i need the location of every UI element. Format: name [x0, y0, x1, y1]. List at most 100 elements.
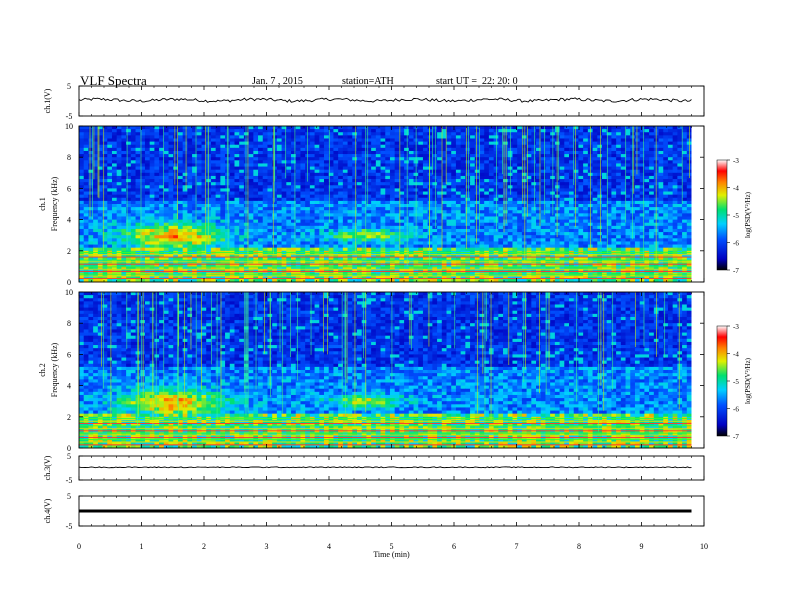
spectrogram-cell	[79, 144, 85, 149]
spectrogram-cell	[356, 216, 363, 220]
spectrogram-cell	[248, 126, 254, 130]
spectrogram-cell	[526, 182, 532, 186]
spectrogram-cell	[272, 219, 278, 224]
spectrogram-cell	[168, 225, 174, 230]
spectrogram-cell	[418, 185, 424, 189]
spectrogram-cell	[79, 219, 85, 224]
spectrogram-cell	[526, 129, 532, 133]
spectrogram-cell	[517, 135, 523, 139]
spectrogram-cell	[168, 147, 174, 152]
spectrogram-cell	[644, 185, 650, 189]
spectrogram-cell	[540, 225, 546, 230]
spectrogram-cell	[418, 210, 424, 214]
spectrogram-cell	[83, 182, 89, 186]
spectrogram-cell	[455, 225, 462, 230]
spectrogram-cell	[408, 172, 414, 177]
spectrogram-cell	[503, 129, 509, 133]
spectrogram-cell	[168, 207, 174, 211]
spectrogram-cell	[578, 150, 584, 155]
spectrogram-cell	[276, 216, 282, 220]
spectrogram-cell	[361, 232, 367, 236]
spectrogram-cell	[196, 200, 202, 205]
spectrogram-cell	[206, 135, 212, 139]
spectrogram-cell	[295, 210, 301, 214]
spectrogram-cell	[187, 147, 193, 152]
spectrogram-cell	[234, 175, 240, 180]
spectrogram-cell	[389, 132, 396, 136]
spectrogram-cell	[418, 141, 424, 146]
spectrogram-cell	[422, 144, 429, 149]
spectrogram-cell	[342, 197, 348, 202]
spectrogram-cell	[484, 194, 490, 199]
spectrogram-cell	[385, 157, 391, 161]
spectrogram-cell	[149, 138, 155, 142]
spectrogram-cell	[177, 228, 184, 233]
spectrogram-cell	[126, 138, 132, 142]
spectrogram-cell	[498, 182, 504, 186]
spectrogram-cell	[291, 207, 297, 211]
spectrogram-cell	[163, 191, 169, 196]
spectrogram-cell	[276, 147, 282, 152]
spectrogram-cell	[210, 132, 217, 136]
spectrogram-cell	[182, 179, 188, 183]
spectrogram-cell	[220, 228, 226, 233]
spectrogram-cell	[366, 210, 372, 214]
spectrogram-cell	[583, 129, 589, 133]
spectrogram-cell	[517, 141, 523, 146]
spectrogram-cell	[201, 213, 207, 217]
spectrogram-cell	[573, 150, 579, 155]
spectrogram-cell	[140, 222, 146, 227]
spectrogram-cell	[347, 207, 353, 211]
spectrogram-cell	[173, 154, 179, 158]
spectrogram-cell	[611, 172, 617, 177]
spectrogram-cell	[192, 207, 198, 211]
spectrogram-cell	[291, 225, 297, 230]
spectrogram-cell	[672, 132, 678, 136]
spectrogram-cell	[408, 210, 414, 214]
spectrogram-cell	[432, 213, 438, 217]
spectrogram-cell	[606, 144, 612, 149]
spectrogram-cell	[88, 169, 94, 174]
spectrogram-cell	[229, 160, 235, 164]
spectrogram-cell	[286, 154, 292, 158]
spectrogram-cell	[116, 185, 122, 189]
spectrogram-cell	[267, 150, 273, 155]
spectrogram-cell	[601, 154, 608, 158]
spectrogram-cell	[601, 132, 608, 136]
spectrogram-cell	[503, 197, 509, 202]
spectrogram-cell	[389, 241, 396, 245]
spectrogram-cell	[503, 144, 509, 149]
spectrogram-cell	[291, 163, 297, 167]
spectrogram-cell	[498, 135, 504, 139]
spectrogram-cell	[206, 147, 212, 152]
spectrogram-cell	[521, 197, 527, 202]
spectrogram-cell	[427, 144, 433, 149]
spectrogram-cell	[422, 160, 429, 164]
spectrogram-cell	[93, 132, 99, 136]
spectrogram-cell	[102, 169, 108, 174]
spectrogram-cell	[667, 238, 674, 242]
spectrogram-cell	[305, 200, 311, 205]
spectrogram-cell	[380, 207, 386, 211]
spectrogram-cell	[620, 238, 626, 242]
spectrogram-cell	[97, 241, 103, 245]
spectrogram-cell	[606, 194, 612, 199]
spectrogram-cell	[182, 182, 188, 186]
spectrogram-cell	[474, 147, 480, 152]
spectrogram-cell	[352, 172, 358, 177]
spectrogram-cell	[286, 182, 292, 186]
spectrogram-cell	[342, 194, 348, 199]
spectrogram-cell	[380, 172, 386, 177]
spectrogram-cell	[116, 144, 122, 149]
spectrogram-cell	[385, 182, 391, 186]
spectrogram-cell	[422, 204, 429, 208]
spectrogram-cell	[88, 188, 94, 192]
spectrogram-cell	[309, 197, 315, 202]
spectrogram-cell	[328, 191, 334, 196]
spectrogram-cell	[281, 144, 287, 149]
spectrogram-cell	[677, 194, 683, 199]
spectrogram-cell	[536, 219, 542, 224]
spectrogram-cell	[531, 163, 537, 167]
spectrogram-cell	[441, 157, 447, 161]
spectrogram-cell	[182, 135, 188, 139]
